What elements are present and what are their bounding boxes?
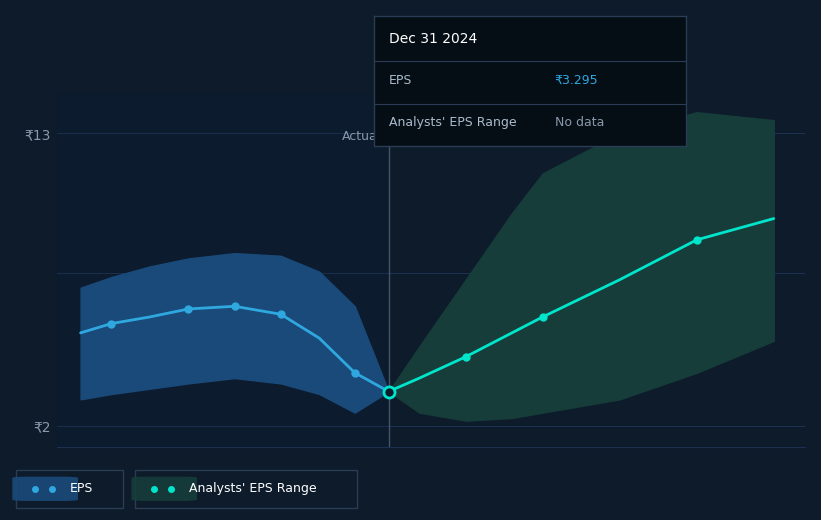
FancyBboxPatch shape	[16, 470, 123, 508]
Text: Analysts Forecasts: Analysts Forecasts	[397, 129, 513, 142]
Text: No data: No data	[554, 116, 604, 129]
Text: EPS: EPS	[70, 483, 93, 495]
Bar	[57, 94, 388, 447]
Text: Analysts' EPS Range: Analysts' EPS Range	[189, 483, 316, 495]
Text: EPS: EPS	[389, 74, 412, 87]
FancyBboxPatch shape	[131, 477, 197, 501]
Text: Actual: Actual	[342, 129, 381, 142]
Text: ₹3.295: ₹3.295	[554, 74, 599, 87]
Text: Dec 31 2024: Dec 31 2024	[389, 32, 477, 46]
FancyBboxPatch shape	[135, 470, 357, 508]
Text: Analysts' EPS Range: Analysts' EPS Range	[389, 116, 516, 129]
FancyBboxPatch shape	[12, 477, 78, 501]
